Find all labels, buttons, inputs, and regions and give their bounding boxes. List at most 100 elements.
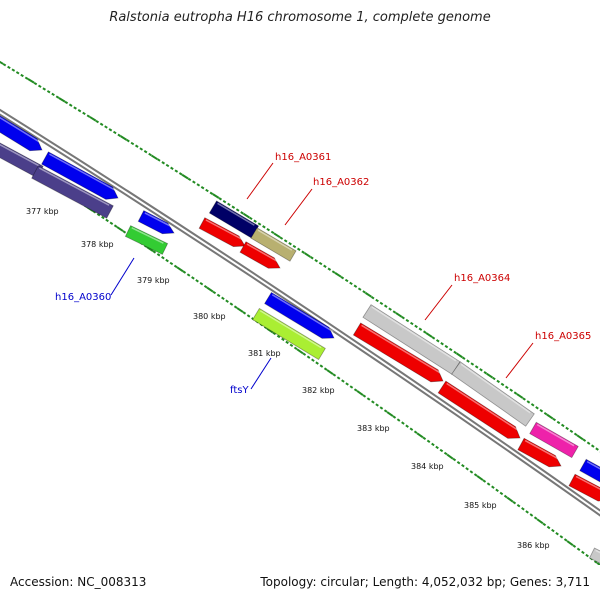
dot-mark-outer: [262, 225, 266, 229]
dot-mark-outer: [192, 180, 196, 184]
dot-mark-outer: [470, 362, 475, 366]
dot-mark-outer: [296, 247, 301, 251]
dot-mark-outer: [15, 71, 20, 75]
dot-mark-outer: [270, 230, 275, 235]
dot-mark-outer: [200, 186, 205, 190]
gene-magenta-highlight: [536, 423, 575, 447]
dot-mark-inner: [146, 246, 154, 252]
dot-mark-outer: [174, 169, 179, 173]
gene-red-a0362-b-highlight: [246, 243, 280, 263]
dot-mark-outer: [64, 100, 69, 105]
tick-label-377: 377 kbp: [26, 207, 59, 216]
dot-mark-inner: [203, 285, 208, 289]
dot-mark-outer: [89, 116, 97, 122]
dot-mark-inner: [529, 513, 534, 517]
dot-mark-inner: [482, 479, 487, 483]
dot-mark-inner: [572, 544, 577, 548]
dot-mark-inner: [293, 346, 298, 350]
dot-mark-outer: [370, 296, 375, 300]
gene-green-a0360-highlight: [131, 227, 164, 244]
dot-mark-outer: [388, 307, 392, 311]
tick-label-380: 380 kbp: [193, 312, 226, 321]
dot-mark-inner: [311, 358, 315, 362]
gene-red-a0364: [352, 322, 444, 383]
dot-mark-inner: [536, 518, 544, 525]
dot-mark-inner: [332, 373, 337, 377]
topology-summary-text: Topology: circular; Length: 4,052,032 bp…: [260, 575, 590, 589]
dot-mark-inner: [416, 432, 424, 439]
gene-label-h16-a0361: h16_A0361: [275, 152, 331, 163]
dot-mark-inner: [405, 424, 409, 428]
dot-mark-inner: [533, 516, 538, 520]
dot-mark-outer: [55, 95, 60, 99]
dot-mark-outer: [582, 438, 587, 442]
gene-gray-bottom-edge: [589, 547, 600, 565]
gene-red-a0362-b-body: [239, 241, 281, 269]
gene-gray-bottom-edge-body: [589, 547, 600, 565]
dot-mark-inner: [422, 436, 427, 440]
dot-mark-inner: [546, 525, 551, 530]
dot-mark-inner: [206, 286, 214, 293]
dot-mark-inner: [105, 218, 109, 223]
gene-red-a0365-body: [437, 380, 521, 439]
callout-h16-a0361: [246, 162, 274, 200]
dot-mark-outer: [240, 211, 244, 215]
gene-blue-right-edge-highlight: [586, 460, 600, 475]
dot-mark-inner: [506, 496, 514, 503]
dot-mark-outer: [431, 336, 436, 340]
dot-mark-outer: [353, 284, 358, 288]
dot-mark-outer: [257, 222, 262, 226]
dot-mark-inner: [233, 305, 238, 309]
dot-mark-outer: [526, 400, 531, 404]
dot-mark-outer: [539, 409, 544, 413]
dot-mark-inner: [555, 532, 559, 536]
dot-mark-outer: [212, 193, 220, 199]
dot-mark-outer: [383, 304, 388, 308]
dot-mark-inner: [563, 538, 568, 542]
dot-mark-outer: [522, 397, 526, 401]
dot-mark-inner: [371, 400, 375, 404]
dot-mark-inner: [356, 390, 364, 396]
gene-red-a0362-body: [198, 217, 246, 247]
dot-mark-outer: [178, 172, 183, 176]
dot-mark-inner: [469, 470, 474, 474]
gene-blue-ftsy-upper: [264, 291, 335, 339]
dot-mark-inner: [375, 403, 379, 407]
dot-mark-outer: [440, 342, 444, 346]
dot-mark-inner: [116, 226, 124, 232]
dot-mark-outer: [349, 281, 353, 286]
dot-mark-inner: [212, 290, 217, 295]
dot-mark-outer: [327, 267, 332, 271]
dot-mark-inner: [362, 394, 367, 398]
dot-mark-outer: [310, 256, 314, 260]
dot-mark-inner: [473, 473, 478, 477]
dot-mark-outer: [112, 130, 117, 135]
gene-blue-near-a0360-highlight: [144, 212, 173, 228]
gene-label-h16-a0364: h16_A0364: [454, 273, 510, 284]
dot-mark-outer: [546, 413, 554, 420]
tick-label-381: 381 kbp: [248, 349, 281, 358]
gene-red-a0362-b: [239, 241, 281, 269]
gene-slate-far-left-highlight: [0, 140, 40, 167]
dot-mark-outer: [104, 125, 108, 129]
tick-label-384: 384 kbp: [411, 462, 444, 471]
dot-mark-outer: [37, 84, 42, 88]
dot-mark-outer: [126, 139, 130, 143]
tick-label-386: 386 kbp: [517, 541, 550, 550]
dot-mark-inner: [465, 467, 469, 471]
gene-label-h16-a0362: h16_A0362: [313, 177, 369, 188]
gene-red-a0362-highlight: [205, 219, 244, 241]
dot-mark-inner: [246, 314, 251, 318]
dot-mark-inner: [229, 302, 234, 306]
dot-mark-outer: [143, 150, 148, 154]
dot-mark-inner: [503, 494, 508, 499]
gene-features: [0, 111, 600, 565]
dot-mark-inner: [383, 409, 388, 413]
callout-h16-a0360: [110, 257, 135, 296]
dot-mark-inner: [379, 406, 384, 410]
gene-blue-left-body: [41, 151, 119, 200]
dot-mark-outer: [466, 359, 470, 363]
gene-blue-far-left: [0, 111, 43, 152]
dot-mark-inner: [596, 562, 600, 565]
